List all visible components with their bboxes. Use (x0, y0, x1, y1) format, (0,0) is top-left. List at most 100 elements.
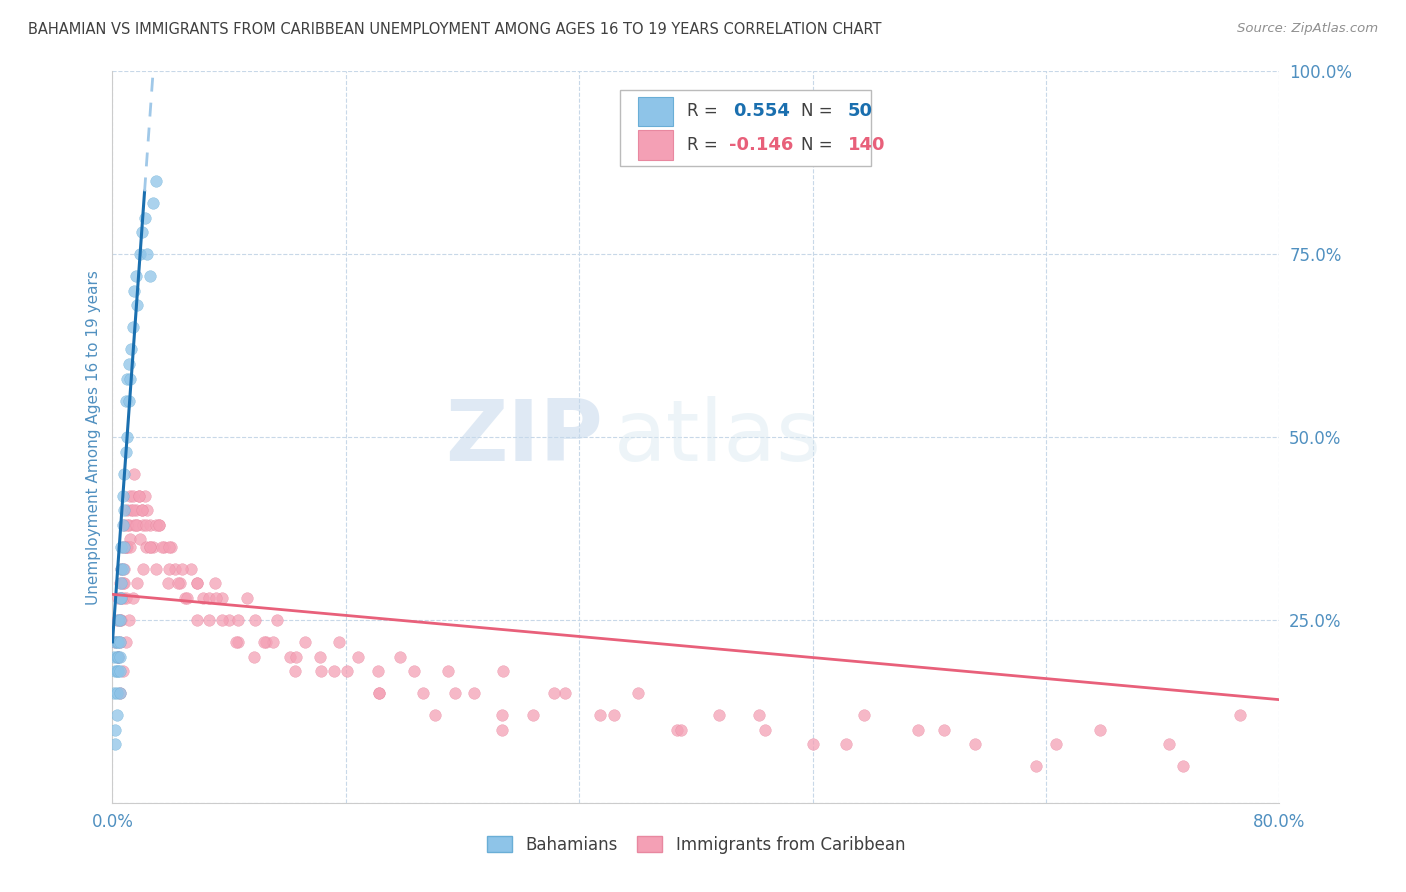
Point (266, 613, 288, 627)
Point (671, 723, 693, 737)
Point (110, 562, 132, 576)
Point (603, 708, 626, 723)
Text: -0.146: -0.146 (728, 136, 793, 154)
Point (114, 635, 136, 649)
Point (589, 708, 612, 723)
Point (308, 649, 330, 664)
Point (285, 649, 308, 664)
Point (160, 540, 183, 554)
Point (110, 576, 132, 591)
Point (142, 540, 165, 554)
Point (115, 430, 138, 444)
Point (110, 591, 132, 605)
Point (114, 444, 136, 458)
Y-axis label: Unemployment Among Ages 16 to 19 years: Unemployment Among Ages 16 to 19 years (86, 269, 101, 605)
Point (243, 649, 266, 664)
Point (142, 196, 165, 211)
Point (124, 517, 146, 532)
Point (932, 723, 955, 737)
Point (108, 686, 131, 700)
Point (115, 503, 138, 517)
Point (284, 664, 307, 678)
Point (157, 540, 180, 554)
Point (165, 562, 187, 576)
Point (709, 708, 731, 723)
Point (111, 591, 134, 605)
Point (145, 517, 167, 532)
Point (108, 649, 131, 664)
Point (135, 540, 157, 554)
Point (114, 591, 136, 605)
Point (122, 489, 145, 503)
Point (157, 562, 180, 576)
Point (852, 708, 875, 723)
Point (110, 562, 132, 576)
Text: N =: N = (801, 136, 838, 154)
Point (105, 664, 128, 678)
Bar (638, 96, 672, 126)
Text: ZIP: ZIP (444, 395, 603, 479)
Point (225, 635, 247, 649)
Point (1173, 759, 1195, 773)
Point (226, 635, 249, 649)
Point (120, 503, 142, 517)
Point (125, 517, 148, 532)
Point (368, 686, 391, 700)
Point (152, 540, 174, 554)
Text: R =: R = (686, 103, 723, 120)
Point (114, 540, 136, 554)
Point (134, 489, 156, 503)
Point (122, 320, 145, 334)
Point (323, 664, 346, 678)
Point (336, 664, 359, 678)
Point (1229, 708, 1251, 723)
Point (120, 343, 142, 357)
Point (309, 664, 332, 678)
Point (423, 708, 446, 723)
Point (117, 613, 139, 627)
Point (111, 562, 134, 576)
Point (132, 562, 155, 576)
Point (104, 737, 127, 751)
Point (294, 635, 316, 649)
Point (205, 591, 228, 605)
Point (150, 540, 173, 554)
Point (543, 686, 565, 700)
Point (492, 664, 515, 678)
Point (105, 649, 128, 664)
Point (835, 737, 858, 751)
Point (118, 371, 141, 385)
Point (107, 649, 129, 664)
Text: N =: N = (801, 103, 838, 120)
Point (801, 737, 824, 751)
Point (226, 613, 249, 627)
Point (139, 540, 162, 554)
Point (186, 576, 208, 591)
Point (172, 562, 194, 576)
Point (128, 489, 150, 503)
Point (127, 517, 149, 532)
Point (125, 269, 148, 284)
Point (204, 576, 226, 591)
Point (108, 613, 131, 627)
Point (748, 708, 770, 723)
Point (136, 503, 159, 517)
Point (110, 540, 132, 554)
Point (1025, 759, 1047, 773)
Point (105, 686, 128, 700)
Bar (638, 130, 672, 160)
Text: BAHAMIAN VS IMMIGRANTS FROM CARIBBEAN UNEMPLOYMENT AMONG AGES 16 TO 19 YEARS COR: BAHAMIAN VS IMMIGRANTS FROM CARIBBEAN UN… (28, 22, 882, 37)
Point (104, 635, 127, 649)
Point (127, 298, 149, 312)
Point (122, 503, 145, 517)
Legend: Bahamians, Immigrants from Caribbean: Bahamians, Immigrants from Caribbean (479, 829, 912, 860)
Point (186, 576, 208, 591)
Point (169, 576, 191, 591)
Point (522, 708, 544, 723)
Point (118, 489, 141, 503)
Point (112, 517, 135, 532)
Point (907, 723, 929, 737)
Point (105, 635, 128, 649)
Point (118, 533, 141, 547)
Point (111, 517, 134, 532)
